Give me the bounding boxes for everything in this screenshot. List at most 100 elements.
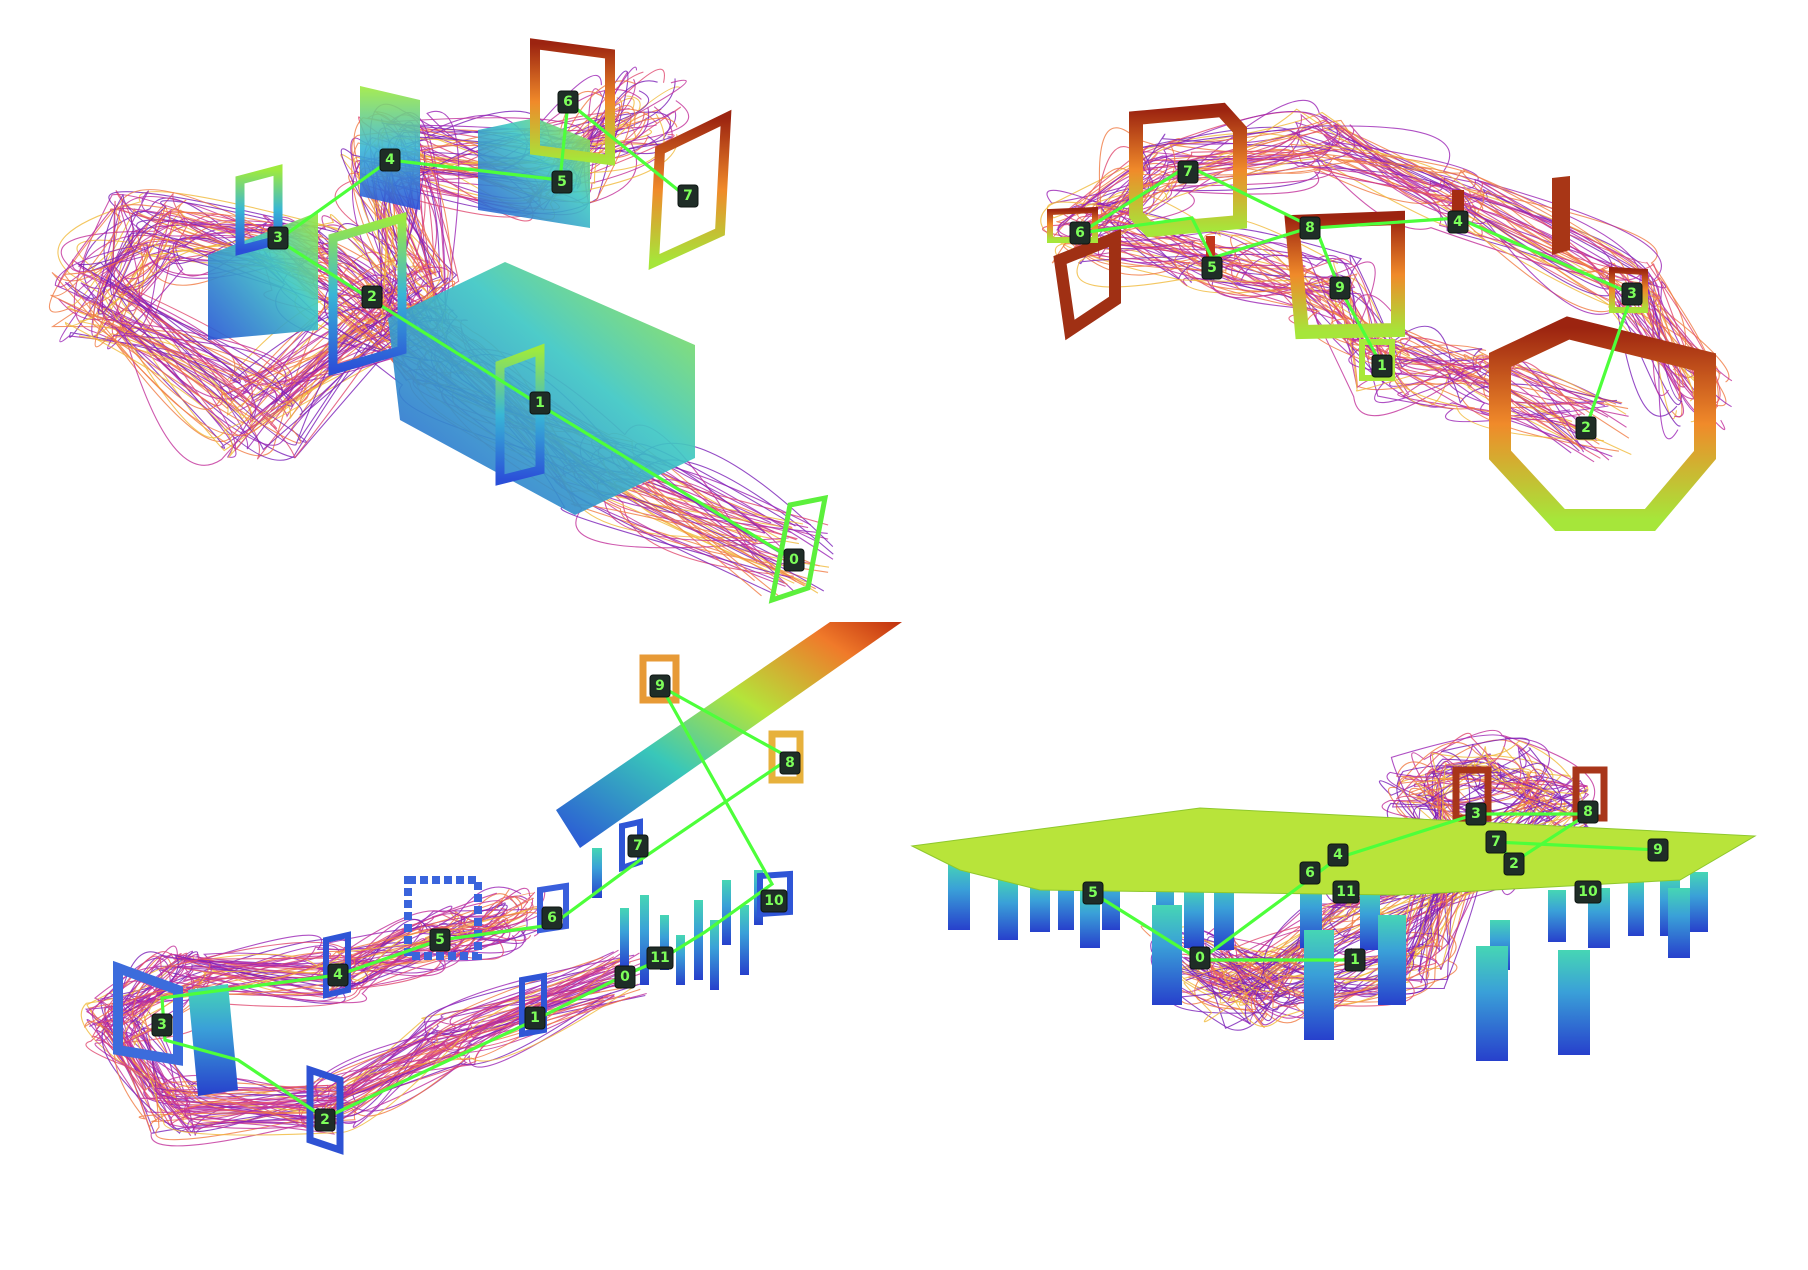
gate-frame [1129, 102, 1247, 238]
waypoint-tag: 10 [1574, 880, 1602, 904]
svg-text:1: 1 [530, 1010, 540, 1026]
reference-route [160, 684, 794, 1120]
svg-text:2: 2 [320, 1112, 330, 1128]
trajectory-path [1047, 158, 1704, 456]
gate-frame [648, 109, 732, 270]
gate-frame [113, 960, 183, 1066]
waypoint-tag: 10 [760, 889, 788, 913]
waypoint-tag: 3 [1465, 802, 1487, 826]
waypoint-tag: 6 [1299, 861, 1321, 885]
waypoint-tag: 9 [1329, 276, 1351, 300]
waypoint-tag: 9 [1647, 838, 1669, 862]
svg-text:9: 9 [1653, 842, 1663, 858]
waypoint-tag: 2 [314, 1108, 336, 1132]
trajectory-bundle [1040, 99, 1733, 463]
waypoint-tag: 6 [541, 906, 563, 930]
svg-text:8: 8 [785, 755, 795, 771]
svg-text:11: 11 [1336, 884, 1355, 900]
waypoint-tag: 1 [1371, 354, 1393, 378]
waypoint-tag: 4 [1327, 843, 1349, 867]
waypoint-tag: 2 [1503, 852, 1525, 876]
pillar-row-back [1030, 870, 1708, 942]
waypoint-tag: 5 [1082, 881, 1104, 905]
waypoint-tag: 0 [783, 548, 805, 572]
wall-obstacle [360, 86, 420, 210]
svg-text:10: 10 [764, 893, 784, 909]
panel-bottom-left: 0 1 2 3 4 5 6 7 8 9 10 11 [80, 622, 902, 1155]
waypoint-tag: 5 [429, 928, 451, 952]
svg-text:8: 8 [1305, 220, 1315, 236]
svg-text:4: 4 [333, 967, 343, 983]
pillar-cluster [620, 870, 763, 990]
svg-text:5: 5 [1088, 885, 1098, 901]
gate-frame [768, 730, 804, 784]
waypoint-tag: 0 [1189, 946, 1211, 970]
waypoint-tag: 5 [1201, 256, 1223, 280]
gate-frame [495, 343, 545, 486]
trajectory-path [1204, 768, 1574, 983]
svg-text:2: 2 [1581, 420, 1591, 436]
svg-text:6: 6 [563, 94, 573, 110]
waypoint-tag: 0 [614, 965, 636, 989]
waypoint-tag: 1 [524, 1006, 546, 1030]
wall-obstacle [188, 984, 238, 1096]
waypoint-tag: 8 [1577, 800, 1599, 824]
waypoint-tag: 6 [557, 90, 579, 114]
trajectory-path [102, 886, 635, 1129]
trajectory-path [1152, 737, 1582, 998]
svg-text:5: 5 [435, 932, 445, 948]
svg-text:1: 1 [1377, 358, 1387, 374]
waypoint-tag: 7 [1485, 830, 1507, 854]
svg-text:0: 0 [789, 552, 799, 568]
lattice-obstacle [404, 876, 482, 960]
trajectory-path [133, 906, 631, 1136]
svg-text:1: 1 [535, 395, 545, 411]
gate-frame [619, 818, 643, 873]
trajectory-path [83, 912, 623, 1129]
svg-text:9: 9 [655, 678, 665, 694]
waypoint-tag: 9 [649, 674, 671, 698]
trajectory-path [1140, 761, 1570, 1024]
pole-obstacle [592, 848, 602, 898]
waypoint-tag: 6 [1069, 221, 1091, 245]
trajectory-path [1097, 113, 1726, 431]
trajectory-path [123, 910, 639, 1103]
trajectory-path [1084, 171, 1670, 421]
svg-text:4: 4 [1333, 847, 1343, 863]
pole-obstacle [1552, 176, 1570, 255]
trajectory-path [1056, 124, 1710, 407]
svg-text:6: 6 [1305, 865, 1315, 881]
svg-text:7: 7 [1491, 834, 1501, 850]
waypoint-tag: 7 [677, 184, 699, 208]
gate-frame [530, 38, 615, 166]
waypoint-tag: 4 [1447, 210, 1469, 234]
gate-frame [537, 882, 569, 934]
waypoint-tag: 3 [1621, 282, 1643, 306]
svg-text:4: 4 [1453, 214, 1463, 230]
pole-obstacle [1206, 236, 1215, 264]
gate-frame [768, 494, 829, 604]
svg-text:3: 3 [1627, 286, 1637, 302]
waypoint-tag: 7 [627, 834, 649, 858]
svg-text:4: 4 [385, 152, 395, 168]
waypoint-tag: 1 [1344, 948, 1366, 972]
pillar-row [948, 862, 1690, 1061]
gate-frame [1047, 206, 1098, 243]
svg-text:6: 6 [547, 910, 557, 926]
svg-text:1: 1 [1350, 952, 1360, 968]
gate-frame [1609, 266, 1648, 313]
trajectory-path [115, 904, 640, 1129]
gate-frame [1359, 339, 1395, 381]
waypoint-tag: 2 [361, 285, 383, 309]
waypoint-tag: 11 [646, 946, 674, 970]
reference-route [275, 98, 796, 562]
waypoint-tag: 7 [1177, 160, 1199, 184]
beam-obstacle [556, 622, 902, 848]
svg-text:3: 3 [157, 1017, 167, 1033]
gate-frame [519, 972, 547, 1038]
svg-text:2: 2 [367, 289, 377, 305]
gate-frame [1572, 766, 1608, 822]
waypoint-tag: 11 [1332, 880, 1360, 904]
waypoint-tag: 4 [379, 148, 401, 172]
svg-text:2: 2 [1509, 856, 1519, 872]
